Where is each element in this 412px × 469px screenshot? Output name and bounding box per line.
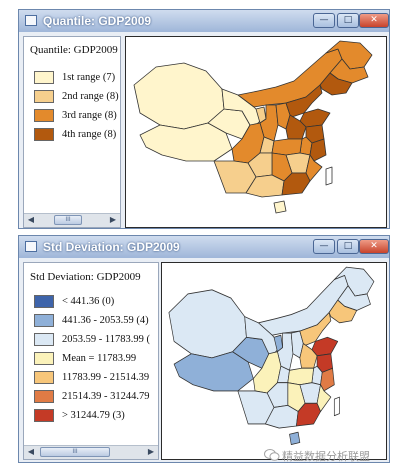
legend-horizontal-scrollbar[interactable]: ◀ III ▶ (24, 213, 120, 227)
legend-label: 2nd range (8) (62, 91, 119, 102)
region-fujian[interactable] (305, 154, 323, 182)
scroll-left-arrow-icon[interactable]: ◀ (27, 215, 35, 224)
region-zhejiang[interactable] (309, 138, 327, 162)
china-provinces-map (133, 40, 373, 214)
region-guangdong[interactable] (296, 402, 321, 427)
window-title: Std Deviation: GDP2009 (43, 240, 180, 254)
std-deviation-map-view[interactable] (161, 262, 387, 460)
legend-title: Std Deviation: GDP2009 (30, 271, 141, 283)
legend-swatch (34, 71, 54, 84)
legend-panel: Std Deviation: GDP2009 < 441.36 (0) 441.… (23, 262, 159, 460)
watermark: 精益数据分析联盟 (262, 446, 412, 466)
legend-swatch (34, 295, 54, 308)
legend-swatch (34, 128, 54, 141)
legend-swatch (34, 409, 54, 422)
legend-horizontal-scrollbar[interactable]: ◀ III ▶ (24, 445, 158, 459)
window-icon (25, 15, 37, 26)
region-taiwan[interactable] (333, 396, 340, 417)
region-xinjiang[interactable] (133, 62, 225, 130)
legend-label: < 441.36 (0) (62, 296, 115, 307)
legend-label: Mean = 11783.99 (62, 353, 137, 364)
legend-label: > 31244.79 (3) (62, 410, 125, 421)
legend-panel: Quantile: GDP2009 1st range (7) 2nd rang… (23, 36, 121, 228)
legend-swatch (34, 314, 54, 327)
legend-label: 11783.99 - 21514.39 (62, 372, 150, 383)
region-guangdong[interactable] (281, 172, 311, 196)
close-button[interactable]: ✕ (359, 239, 389, 254)
legend-label: 21514.39 - 31244.79 (62, 391, 150, 402)
legend-label: 2053.59 - 11783.99 ( (62, 334, 150, 345)
maximize-button[interactable]: □ (337, 239, 359, 254)
window-title: Quantile: GDP2009 (43, 14, 152, 28)
legend-label: 4th range (8) (62, 129, 117, 140)
legend-label: 3rd range (8) (62, 110, 117, 121)
region-taiwan[interactable] (325, 166, 333, 186)
legend-label: 441.36 - 2053.59 (4) (62, 315, 149, 326)
close-button[interactable]: ✕ (359, 13, 389, 28)
region-hainan[interactable] (289, 431, 301, 445)
legend-label: 1st range (7) (62, 72, 116, 83)
std-deviation-window: Std Deviation: GDP2009 — □ ✕ Std Deviati… (18, 235, 390, 463)
region-fujian[interactable] (316, 384, 332, 412)
china-provinces-map (168, 266, 375, 445)
scroll-left-arrow-icon[interactable]: ◀ (27, 447, 35, 456)
scroll-right-arrow-icon[interactable]: ▶ (147, 447, 155, 456)
region-zhejiang[interactable] (320, 367, 335, 392)
maximize-button[interactable]: □ (337, 13, 359, 28)
region-xinjiang[interactable] (168, 289, 247, 359)
title-bar[interactable]: Quantile: GDP2009 — □ ✕ (19, 10, 389, 32)
minimize-button[interactable]: — (313, 239, 335, 254)
legend-swatch (34, 371, 54, 384)
legend-swatch (34, 390, 54, 403)
wechat-icon (264, 449, 280, 461)
legend-title: Quantile: GDP2009 (30, 44, 118, 56)
region-hubei[interactable] (287, 367, 314, 386)
window-icon (25, 241, 37, 252)
scroll-thumb[interactable]: III (54, 215, 82, 225)
minimize-button[interactable]: — (313, 13, 335, 28)
scroll-right-arrow-icon[interactable]: ▶ (109, 215, 117, 224)
legend-swatch (34, 333, 54, 346)
region-hainan[interactable] (273, 200, 287, 214)
title-bar[interactable]: Std Deviation: GDP2009 — □ ✕ (19, 236, 389, 258)
legend-swatch (34, 352, 54, 365)
quantile-map-view[interactable] (125, 36, 387, 228)
quantile-window: Quantile: GDP2009 — □ ✕ Quantile: GDP200… (18, 9, 390, 229)
watermark-text: 精益数据分析联盟 (282, 450, 370, 463)
region-hubei[interactable] (271, 138, 303, 156)
legend-swatch (34, 109, 54, 122)
scroll-thumb[interactable]: III (40, 447, 110, 457)
legend-swatch (34, 90, 54, 103)
